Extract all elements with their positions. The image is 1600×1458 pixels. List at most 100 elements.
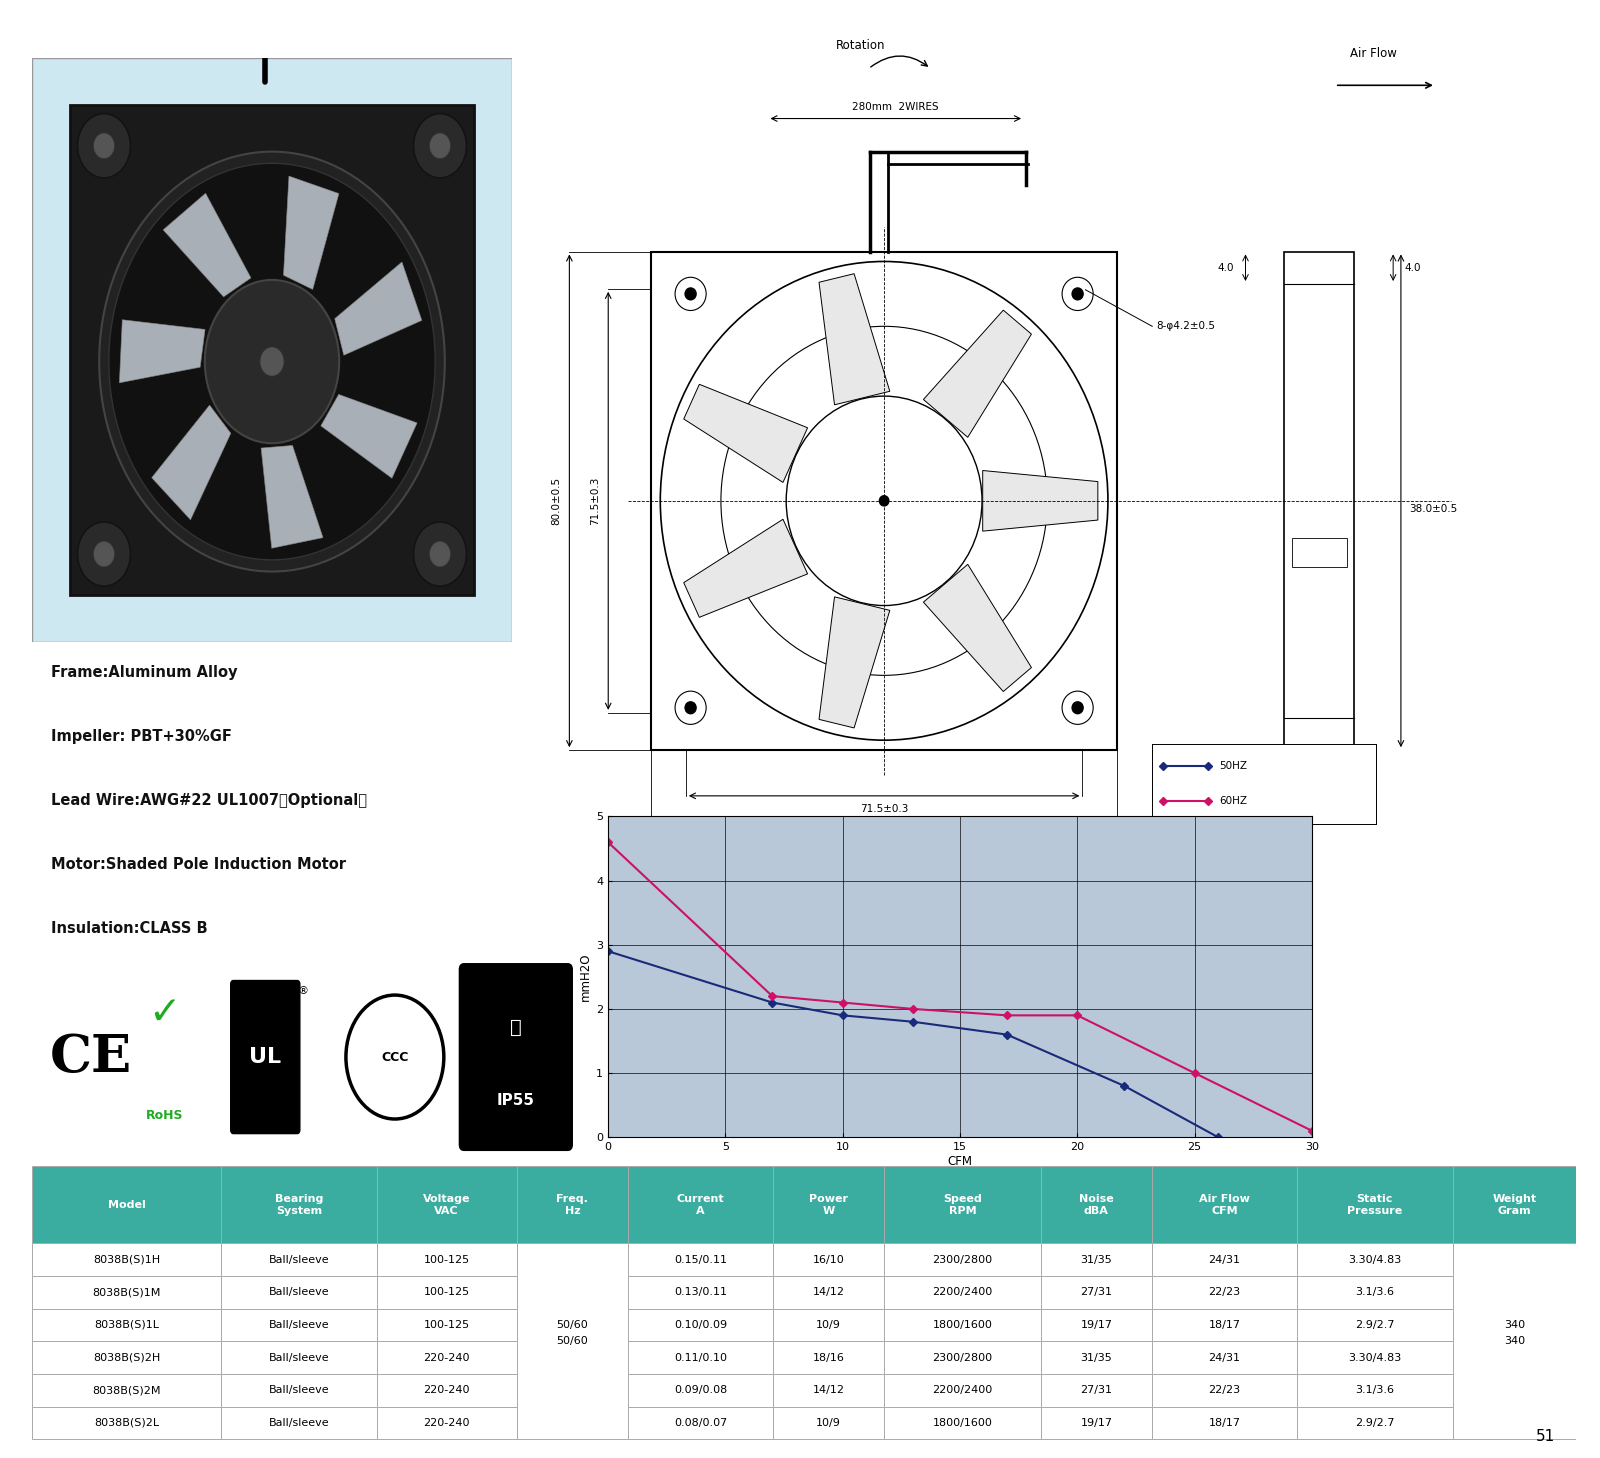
Text: 71.5±0.3: 71.5±0.3 xyxy=(590,477,600,525)
Bar xyxy=(629,1407,773,1439)
Bar xyxy=(1152,1341,1296,1373)
FancyBboxPatch shape xyxy=(459,964,573,1150)
Bar xyxy=(1040,1244,1152,1276)
Text: 💧: 💧 xyxy=(510,1018,522,1038)
Text: 340: 340 xyxy=(1504,1319,1525,1330)
Text: 220-240: 220-240 xyxy=(424,1353,470,1363)
Polygon shape xyxy=(923,311,1032,437)
Bar xyxy=(32,1373,221,1407)
Text: CE: CE xyxy=(50,1032,131,1082)
Polygon shape xyxy=(819,596,890,728)
Polygon shape xyxy=(163,194,251,297)
Text: 2200/2400: 2200/2400 xyxy=(933,1287,992,1298)
Text: ✓: ✓ xyxy=(149,994,181,1032)
Bar xyxy=(378,1341,517,1373)
Bar xyxy=(378,1309,517,1341)
Bar xyxy=(378,1244,517,1276)
Text: 80.0±0.5: 80.0±0.5 xyxy=(861,846,909,856)
Text: 8038B(S)1L: 8038B(S)1L xyxy=(94,1319,158,1330)
Text: 18/17: 18/17 xyxy=(1208,1419,1240,1427)
Bar xyxy=(773,1407,885,1439)
Bar xyxy=(885,1166,1040,1244)
Text: 10/9: 10/9 xyxy=(816,1419,842,1427)
Text: 18/17: 18/17 xyxy=(1208,1319,1240,1330)
Text: Ball/sleeve: Ball/sleeve xyxy=(269,1319,330,1330)
Bar xyxy=(773,1341,885,1373)
Circle shape xyxy=(99,152,445,572)
Text: 0.09/0.08: 0.09/0.08 xyxy=(674,1385,726,1395)
Bar xyxy=(1453,1309,1576,1341)
Text: 2200/2400: 2200/2400 xyxy=(933,1385,992,1395)
Bar xyxy=(221,1341,378,1373)
Text: 50/60: 50/60 xyxy=(557,1336,589,1346)
Text: 18/16: 18/16 xyxy=(813,1353,845,1363)
Text: 1800/1600: 1800/1600 xyxy=(933,1319,992,1330)
Text: Ball/sleeve: Ball/sleeve xyxy=(269,1254,330,1264)
Text: Air Flow: Air Flow xyxy=(1350,47,1397,60)
Text: Current
A: Current A xyxy=(677,1194,725,1216)
Text: 50/60: 50/60 xyxy=(557,1319,589,1330)
Text: 8038B(S)2M: 8038B(S)2M xyxy=(93,1385,160,1395)
Text: 1800/1600: 1800/1600 xyxy=(933,1419,992,1427)
Bar xyxy=(1040,1276,1152,1309)
Bar xyxy=(1152,1166,1296,1244)
Y-axis label: mmH2O: mmH2O xyxy=(579,952,592,1002)
Text: 10/9: 10/9 xyxy=(816,1319,842,1330)
Text: 27/31: 27/31 xyxy=(1080,1287,1112,1298)
Text: 220-240: 220-240 xyxy=(424,1385,470,1395)
Circle shape xyxy=(77,114,131,178)
Text: 3.30/4.83: 3.30/4.83 xyxy=(1349,1353,1402,1363)
Text: Motor:Shaded Pole Induction Motor: Motor:Shaded Pole Induction Motor xyxy=(51,857,346,872)
Circle shape xyxy=(878,496,890,506)
Circle shape xyxy=(429,133,451,159)
Text: 14/12: 14/12 xyxy=(813,1287,845,1298)
Bar xyxy=(378,1407,517,1439)
Polygon shape xyxy=(261,446,323,548)
Bar xyxy=(629,1341,773,1373)
Bar xyxy=(1296,1407,1453,1439)
Bar xyxy=(221,1407,378,1439)
Text: Speed
RPM: Speed RPM xyxy=(942,1194,982,1216)
Bar xyxy=(221,1244,378,1276)
Bar xyxy=(885,1276,1040,1309)
Bar xyxy=(378,1276,517,1309)
Bar xyxy=(1040,1373,1152,1407)
Text: Ball/sleeve: Ball/sleeve xyxy=(269,1385,330,1395)
Bar xyxy=(1152,1373,1296,1407)
Text: 22/23: 22/23 xyxy=(1208,1287,1240,1298)
Text: 280mm  2WIRES: 280mm 2WIRES xyxy=(853,102,939,112)
Polygon shape xyxy=(683,519,808,617)
Bar xyxy=(32,1166,221,1244)
Text: Static
Pressure: Static Pressure xyxy=(1347,1194,1403,1216)
Bar xyxy=(629,1166,773,1244)
Text: RoHS: RoHS xyxy=(146,1110,184,1121)
Bar xyxy=(1296,1309,1453,1341)
Text: Ball/sleeve: Ball/sleeve xyxy=(269,1419,330,1427)
Text: 50HZ: 50HZ xyxy=(1219,761,1248,771)
Bar xyxy=(32,1244,221,1276)
Polygon shape xyxy=(819,274,890,405)
Bar xyxy=(1296,1373,1453,1407)
Bar xyxy=(885,1407,1040,1439)
Polygon shape xyxy=(334,262,422,356)
Text: 31/35: 31/35 xyxy=(1080,1353,1112,1363)
Polygon shape xyxy=(982,471,1098,531)
Text: 27/31: 27/31 xyxy=(1080,1385,1112,1395)
Bar xyxy=(221,1276,378,1309)
Text: 3.1/3.6: 3.1/3.6 xyxy=(1355,1287,1394,1298)
Bar xyxy=(1453,1166,1576,1244)
Circle shape xyxy=(429,541,451,567)
FancyBboxPatch shape xyxy=(230,981,299,1134)
Text: Ball/sleeve: Ball/sleeve xyxy=(269,1353,330,1363)
Text: 3.1/3.6: 3.1/3.6 xyxy=(1355,1385,1394,1395)
Text: Lead Wire:AWG#22 UL1007（Optional）: Lead Wire:AWG#22 UL1007（Optional） xyxy=(51,793,368,808)
Text: Ball/sleeve: Ball/sleeve xyxy=(269,1287,330,1298)
Text: 2300/2800: 2300/2800 xyxy=(933,1353,992,1363)
Text: UL: UL xyxy=(250,1047,282,1067)
Bar xyxy=(1152,1276,1296,1309)
Text: 220-240: 220-240 xyxy=(424,1419,470,1427)
Bar xyxy=(1296,1244,1453,1276)
Text: 0.11/0.10: 0.11/0.10 xyxy=(674,1353,726,1363)
Bar xyxy=(1285,252,1354,749)
Text: Bearing
System: Bearing System xyxy=(275,1194,323,1216)
